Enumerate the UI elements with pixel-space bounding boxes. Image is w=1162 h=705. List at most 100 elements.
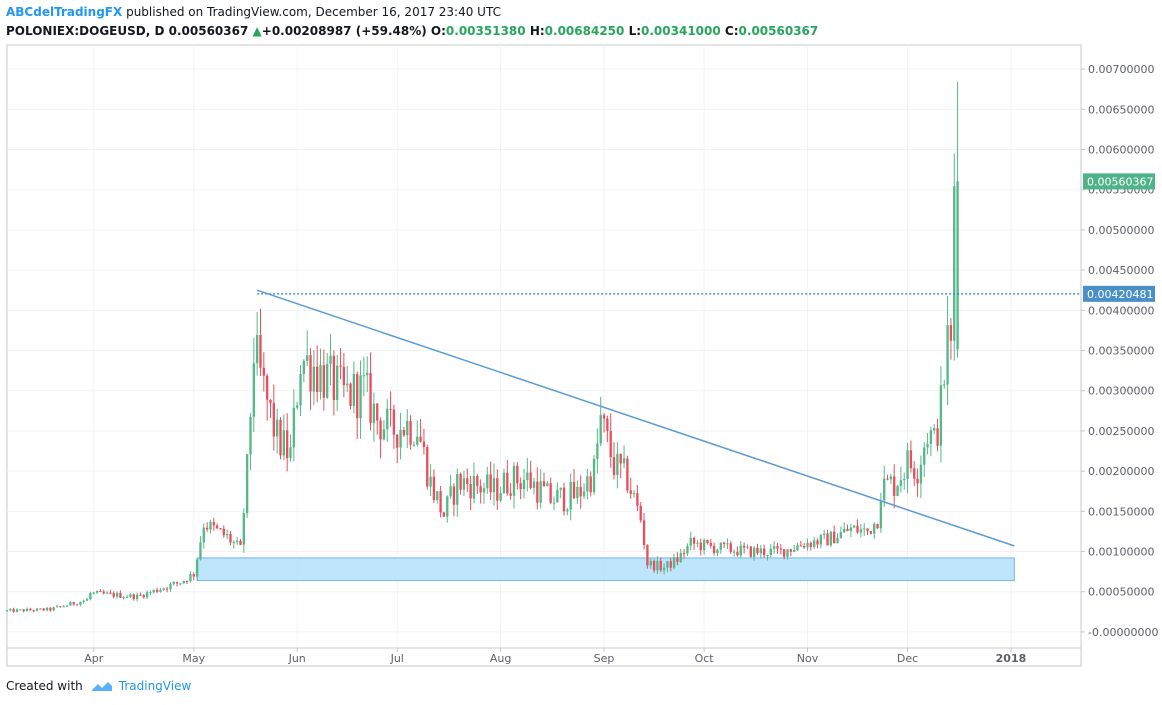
candle-body [155,589,159,592]
candle-body [799,545,802,547]
price-change: +0.00208987 (+59.48%) [261,24,427,38]
candle-body [729,543,732,552]
candle-body [142,594,145,598]
candle-body [392,409,396,435]
candle-body [372,403,376,424]
candle-body [632,493,636,495]
candle-body [519,483,522,490]
candle-body [856,525,859,533]
candle-body [499,493,502,501]
candle-body [913,468,916,479]
candle-body [366,372,369,376]
candle-body [542,481,546,487]
candle-body [853,525,856,528]
open-label: O: [430,24,446,38]
candle-body [215,525,219,529]
candle-body [49,607,52,611]
candle-body [239,540,242,545]
candle-body [876,523,879,529]
candle-body [386,408,389,430]
candle-body [782,549,786,557]
candle-body [416,436,419,445]
price-labels: 0.00560367 0.00420481 [1083,173,1155,302]
candle-body [766,555,769,557]
candle-body [326,364,329,398]
candle-body [906,450,909,479]
candle-body [699,542,702,551]
candle-body [943,384,946,386]
header-row-1: ABCdelTradingFX published on TradingView… [6,3,818,22]
price-tick-label: 0.00600000 [1088,144,1154,157]
candle-body [739,545,742,556]
price-tick-label: 0.00200000 [1088,465,1154,478]
candle-body [756,547,759,554]
candle-body [883,478,886,501]
time-tick-label: Apr [84,652,104,665]
candle-body [776,546,779,549]
candle-body [419,436,422,442]
candle-body [689,537,692,546]
candle-body [789,549,792,552]
candle-body [159,589,162,592]
candle-body [866,528,869,532]
candle-body [736,551,739,556]
candle-body [889,476,893,480]
candle-body [319,365,322,393]
last-price-label-bg [1083,173,1155,190]
time-tick-label: Aug [490,652,511,665]
candle-body [839,532,843,538]
plot-area[interactable] [6,44,1082,649]
candle-body [722,542,726,545]
candle-body [532,481,536,489]
candle-body [336,365,339,401]
candle-body [105,592,109,594]
candle-body [479,486,482,493]
candle-body [899,480,903,486]
candle-body [903,478,906,481]
time-tick-label: Oct [695,652,715,665]
candle-body [29,608,32,611]
candle-body [696,542,699,544]
candle-body [592,458,596,493]
candle-body [72,602,75,605]
candle-body [946,325,949,385]
candle-body [669,561,672,568]
candle-body [352,374,356,406]
candle-body [265,375,269,400]
tradingview-link[interactable]: TradingView [118,679,192,693]
candle-body [205,527,209,530]
candle-body [439,491,442,513]
candle-body [582,491,586,497]
candle-body [189,574,192,582]
candle-body [242,513,245,545]
candle-body [716,549,719,554]
candle-body [35,608,39,611]
time-tick-label: Dec [897,652,918,665]
candle-body [879,500,883,529]
candle-body [472,475,476,499]
author-link[interactable]: ABCdelTradingFX [6,5,123,19]
candle-body [469,484,472,499]
candle-body [65,605,69,607]
time-axis-labels: Apr May Jun Jul Aug Sep Oct Nov Dec 2018 [84,648,1026,665]
candle-body [262,367,265,376]
price-tick-label: 0.00300000 [1088,385,1154,398]
candle-body [5,610,9,612]
candle-body [816,540,819,545]
candle-body [813,540,816,547]
candle-body [442,512,446,517]
candle-body [802,546,806,548]
candle-body [562,487,566,512]
candle-body [686,545,689,554]
candle-body [752,547,756,557]
price-axis[interactable]: 0.007000000.006500000.006000000.00550000… [1081,63,1158,639]
time-axis[interactable] [6,647,1082,667]
candle-body [849,527,853,532]
candle-body [712,545,716,554]
last-price: 0.00560367 [168,24,249,38]
resistance-price-label-bg [1083,285,1155,302]
candle-body [672,557,676,568]
candle-body [32,610,35,612]
candle-body [462,478,466,490]
